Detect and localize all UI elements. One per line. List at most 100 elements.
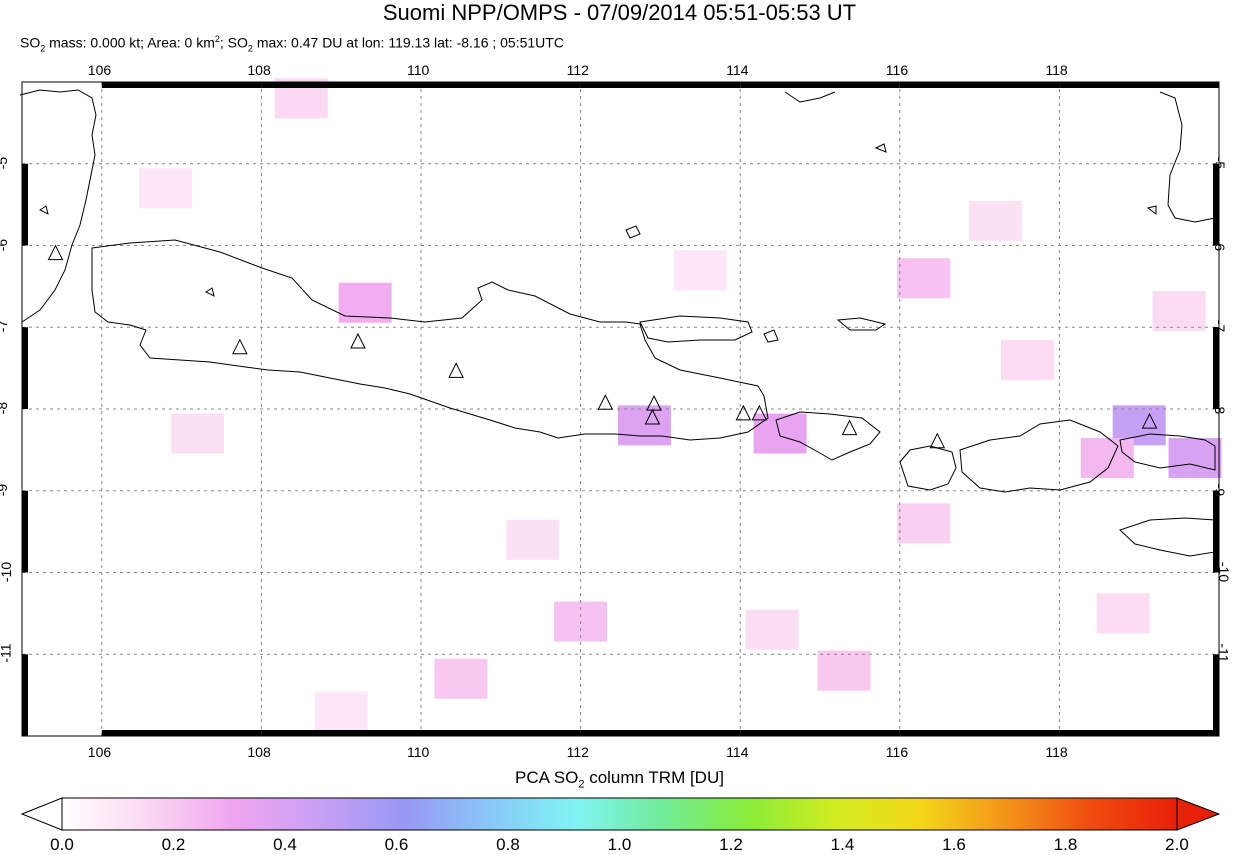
volcano-triangle <box>929 432 946 449</box>
tick-label: -7 <box>1212 320 1229 333</box>
tick-label: 116 <box>885 62 909 78</box>
volcano-triangle <box>232 338 248 355</box>
coastline-borneo-top <box>784 91 836 103</box>
tick-label: -8 <box>0 401 11 415</box>
colorbar-tick: 0.0 <box>50 835 74 854</box>
tick-label: 116 <box>885 744 909 760</box>
volcano-triangle <box>597 394 614 410</box>
colorbar-title: PCA SO2 column TRM [DU] <box>515 768 724 791</box>
frame-bar-bottom <box>421 730 581 736</box>
frame-bar-right <box>1213 163 1219 246</box>
frame-bar-bottom <box>261 730 421 736</box>
coastline-sumba <box>1119 517 1216 557</box>
tick-label: 112 <box>566 62 589 78</box>
tick-label: 110 <box>407 744 430 760</box>
colorbar-tick: 1.0 <box>607 835 632 854</box>
tick-label: -9 <box>0 483 11 496</box>
frame-bar-top <box>101 82 262 88</box>
so2-cell <box>897 503 951 544</box>
frame-bar-top <box>1059 82 1219 88</box>
so2-cell <box>1080 438 1134 479</box>
frame-bar-top <box>421 82 581 88</box>
tick-label: -10 <box>0 561 15 582</box>
colorbar-tick: 1.2 <box>719 835 743 854</box>
volcano-triangle <box>350 332 366 349</box>
frame-bar-top <box>580 82 741 88</box>
tick-label: 106 <box>87 744 112 760</box>
volcano-triangle <box>841 419 858 436</box>
frame-bar-bottom <box>899 730 1060 736</box>
so2-cell <box>617 405 671 446</box>
so2-cell <box>1096 593 1150 634</box>
coastline-flores <box>1119 433 1216 471</box>
volcano-triangle <box>47 244 64 261</box>
tick-label: 108 <box>247 62 271 78</box>
colorbar-tick: 0.2 <box>161 835 186 854</box>
coastline-sumatra <box>19 89 97 323</box>
volcano-triangle <box>644 408 661 425</box>
colorbar-tick: 0.8 <box>496 835 520 854</box>
coastline-sumbawa <box>959 419 1119 493</box>
tick-label: 118 <box>1045 744 1068 760</box>
colorbar-tick: 1.6 <box>942 835 966 854</box>
tick-label: -6 <box>1212 238 1229 251</box>
colorbar-min-arrow <box>20 797 63 831</box>
so2-cell <box>139 168 193 209</box>
coastline-islets <box>39 143 1157 343</box>
colorbar-tick: 1.8 <box>1053 835 1078 854</box>
frame-bar-top <box>899 82 1060 88</box>
tick-label: 114 <box>726 62 749 78</box>
so2-cell <box>1000 339 1054 380</box>
coastline-bali <box>775 411 881 461</box>
tick-label: 114 <box>726 744 749 760</box>
tick-label: -9 <box>1212 483 1229 496</box>
frame-bar-bottom <box>580 730 741 736</box>
tick-label: 108 <box>247 744 271 760</box>
frame-bar-bottom <box>101 730 262 736</box>
tick-label: -10 <box>1216 561 1233 582</box>
coastline-java <box>91 239 769 441</box>
colorbar-tick: 0.4 <box>273 835 297 854</box>
colorbar-tick: 2.0 <box>1165 835 1189 854</box>
coastline-kangean <box>836 317 887 331</box>
tick-label: 110 <box>407 62 430 78</box>
tick-label: -6 <box>0 238 11 251</box>
volcano-markers <box>47 244 1158 449</box>
frame-bar-left <box>22 654 28 736</box>
frame-bar-bottom <box>740 730 900 736</box>
so2-cell <box>1168 438 1222 479</box>
so2-cell <box>506 519 560 560</box>
so2-cell <box>171 413 225 454</box>
coastline-madura <box>639 315 753 343</box>
tick-label: -11 <box>1215 643 1232 663</box>
frame-bar-left <box>22 327 28 409</box>
tick-label: 118 <box>1045 62 1068 78</box>
volcano-triangle <box>735 404 752 421</box>
tick-label: -5 <box>1212 156 1229 169</box>
frame-bar-top <box>740 82 900 88</box>
map-title: Suomi NPP/OMPS - 07/09/2014 05:51-05:53 … <box>382 0 857 25</box>
frame-bar-right <box>1213 654 1219 736</box>
so2-cell <box>745 609 799 650</box>
coastline-karimunjawa <box>205 287 215 297</box>
coastlines <box>19 89 1216 557</box>
coastline-lombok <box>899 445 957 491</box>
frame-bar-top <box>261 82 421 88</box>
so2-cell <box>434 658 488 699</box>
volcano-triangle <box>448 362 464 378</box>
tick-label: 106 <box>87 62 112 78</box>
so2-cell <box>969 200 1023 241</box>
colorbar-tick: 0.6 <box>384 835 409 854</box>
frame-tick-bars <box>22 82 1219 736</box>
volcano-triangle <box>1141 412 1158 429</box>
so2-cell <box>897 258 951 299</box>
coastline-kalimantan <box>1159 91 1216 223</box>
tick-label: -11 <box>0 643 14 663</box>
so2-cell <box>1152 290 1206 331</box>
volcano-triangle <box>751 404 768 421</box>
frame-bar-left <box>22 163 28 246</box>
so2-cell <box>673 250 727 291</box>
map-subtitle: SO2 mass: 0.000 kt; Area: 0 km2; SO2 max… <box>20 34 564 54</box>
colorbar-tick: 1.4 <box>830 835 855 854</box>
